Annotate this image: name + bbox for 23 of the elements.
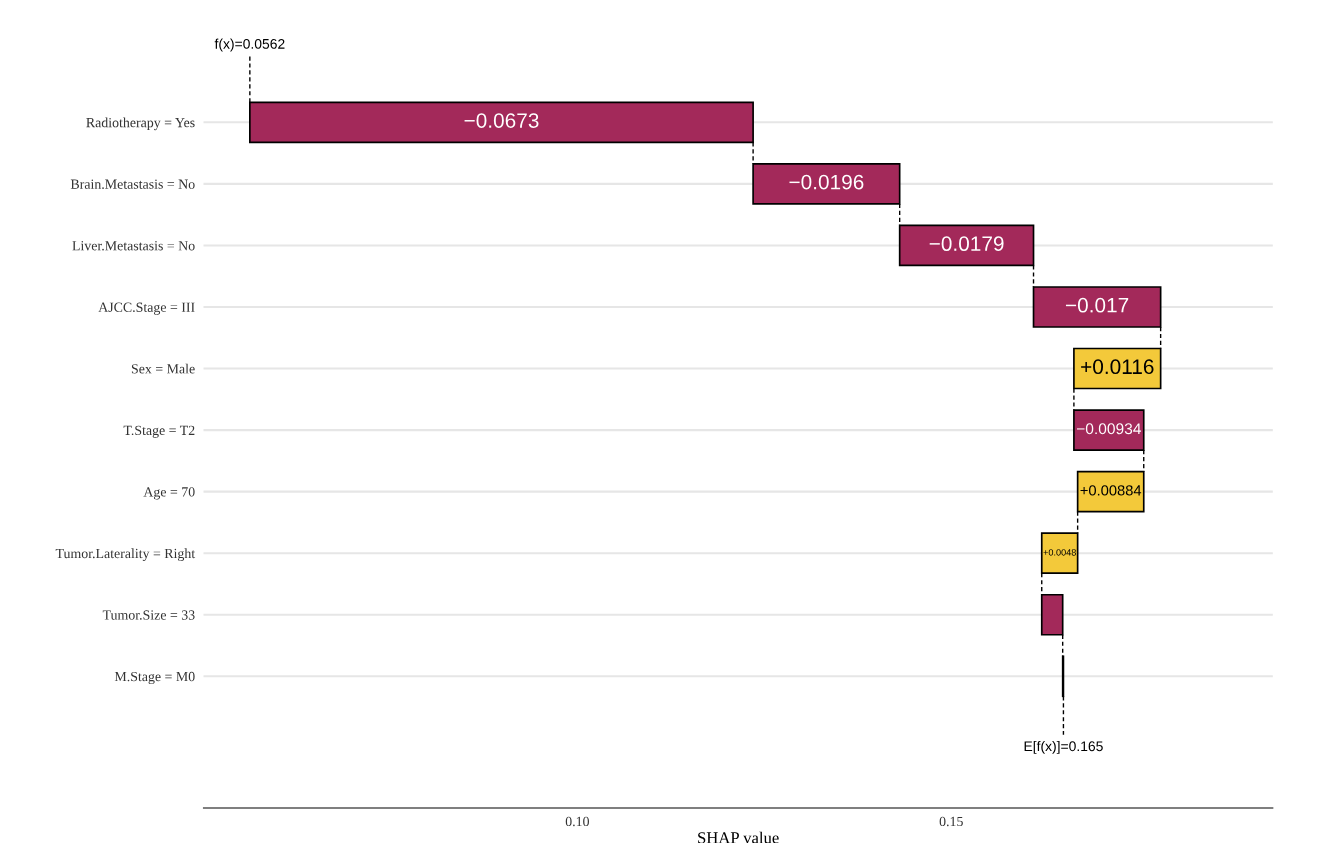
y-tick-label: Liver.Metastasis = No bbox=[72, 241, 195, 251]
data-label: −0.0673 bbox=[464, 113, 539, 128]
x-tick-label: 0.10 bbox=[565, 816, 589, 827]
y-tick-label: Sex = Male bbox=[131, 363, 195, 374]
data-label: +0.0048 bbox=[1043, 549, 1076, 556]
annotation: E[f(x)]=0.165 bbox=[1024, 740, 1103, 754]
x-axis-title: SHAP value bbox=[698, 831, 779, 843]
data-label: −0.00934 bbox=[1076, 423, 1142, 435]
x-tick-label: 0.15 bbox=[939, 816, 963, 827]
y-tick-label: Radiotherapy = Yes bbox=[86, 117, 195, 131]
data-label: +0.0116 bbox=[1081, 359, 1154, 375]
data-label: −0.0196 bbox=[789, 174, 864, 190]
data-label: +0.00884 bbox=[1080, 485, 1142, 496]
y-tick-label: M.Stage = M0 bbox=[114, 671, 195, 685]
y-tick-label: Age = 70 bbox=[143, 487, 195, 500]
data-label: −0.017 bbox=[1065, 297, 1129, 313]
y-tick-label: AJCC.Stage = III bbox=[98, 302, 195, 315]
y-tick-label: T.Stage = T2 bbox=[123, 425, 195, 438]
y-tick-label: Tumor.Laterality = Right bbox=[55, 548, 196, 561]
y-tick-label: Brain.Metastasis = No bbox=[70, 179, 195, 189]
data-label: −0.0179 bbox=[929, 236, 1004, 252]
y-tick-label: Tumor.Size = 33 bbox=[102, 610, 195, 620]
annotation: f(x)=0.0562 bbox=[214, 38, 285, 52]
